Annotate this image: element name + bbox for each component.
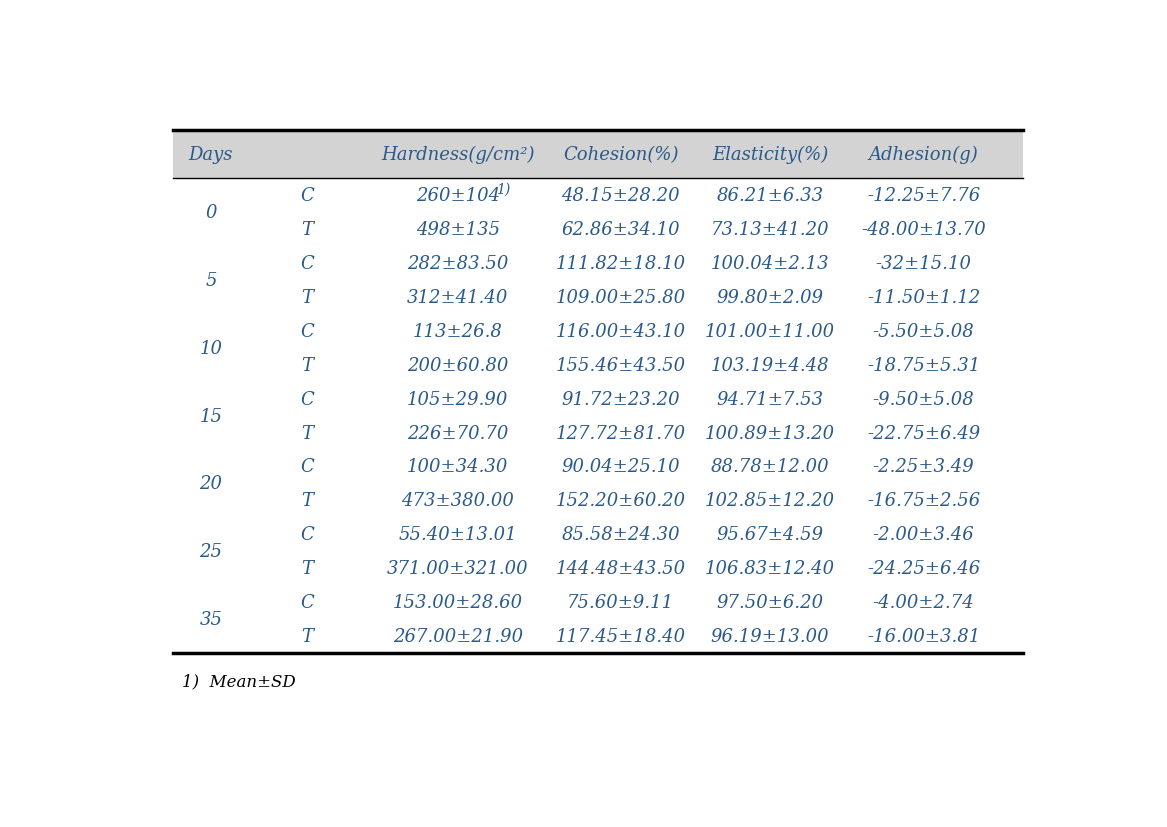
Text: 90.04±25.10: 90.04±25.10 [561,458,680,476]
Text: Cohesion(%): Cohesion(%) [562,146,678,164]
Text: -4.00±2.74: -4.00±2.74 [873,594,974,611]
Text: 97.50±6.20: 97.50±6.20 [717,594,824,611]
Text: 25: 25 [200,543,223,561]
Text: -12.25±7.76: -12.25±7.76 [867,187,980,205]
Text: C: C [300,255,314,273]
Text: 371.00±321.00: 371.00±321.00 [387,560,529,577]
Text: -9.50±5.08: -9.50±5.08 [873,390,974,408]
Text: T: T [301,424,313,442]
Text: -24.25±6.46: -24.25±6.46 [867,560,980,577]
Text: 88.78±12.00: 88.78±12.00 [711,458,830,476]
Text: 260±104: 260±104 [415,187,499,205]
Text: C: C [300,526,314,543]
Text: -16.00±3.81: -16.00±3.81 [867,628,980,645]
Text: C: C [300,390,314,408]
Text: 48.15±28.20: 48.15±28.20 [561,187,680,205]
Text: T: T [301,221,313,239]
Text: 144.48±43.50: 144.48±43.50 [555,560,686,577]
Text: 94.71±7.53: 94.71±7.53 [717,390,824,408]
Text: 95.67±4.59: 95.67±4.59 [717,526,824,543]
Text: T: T [301,492,313,509]
Text: -16.75±2.56: -16.75±2.56 [867,492,980,509]
Text: 127.72±81.70: 127.72±81.70 [555,424,686,442]
Text: 10: 10 [200,339,223,357]
Text: 473±380.00: 473±380.00 [401,492,515,509]
Text: -22.75±6.49: -22.75±6.49 [867,424,980,442]
Text: 498±135: 498±135 [415,221,499,239]
Text: T: T [301,289,313,307]
Text: C: C [300,187,314,205]
Text: 20: 20 [200,475,223,493]
Text: 99.80±2.09: 99.80±2.09 [717,289,824,307]
Text: T: T [301,356,313,374]
Text: 55.40±13.01: 55.40±13.01 [399,526,517,543]
Text: -32±15.10: -32±15.10 [875,255,972,273]
Text: Hardness(g/cm²): Hardness(g/cm²) [382,146,534,164]
Text: 102.85±12.20: 102.85±12.20 [705,492,836,509]
Text: 111.82±18.10: 111.82±18.10 [555,255,686,273]
Text: 153.00±28.60: 153.00±28.60 [393,594,523,611]
Text: Days: Days [189,146,233,164]
Text: 91.72±23.20: 91.72±23.20 [561,390,680,408]
Text: 200±60.80: 200±60.80 [407,356,509,374]
Text: -48.00±13.70: -48.00±13.70 [861,221,986,239]
Text: 75.60±9.11: 75.60±9.11 [567,594,675,611]
Text: 116.00±43.10: 116.00±43.10 [555,323,686,341]
Text: 100.04±2.13: 100.04±2.13 [711,255,830,273]
Text: 86.21±6.33: 86.21±6.33 [717,187,824,205]
Text: 35: 35 [200,610,223,629]
Text: 85.58±24.30: 85.58±24.30 [561,526,680,543]
Text: 101.00±11.00: 101.00±11.00 [705,323,836,341]
Text: C: C [300,323,314,341]
Text: -11.50±1.12: -11.50±1.12 [867,289,980,307]
Text: T: T [301,628,313,645]
Text: 117.45±18.40: 117.45±18.40 [555,628,686,645]
Text: 226±70.70: 226±70.70 [407,424,509,442]
Bar [173,131,1023,179]
Text: 5: 5 [205,271,217,289]
Text: C: C [300,594,314,611]
Text: -2.25±3.49: -2.25±3.49 [873,458,974,476]
Text: 155.46±43.50: 155.46±43.50 [555,356,686,374]
Text: 103.19±4.48: 103.19±4.48 [711,356,830,374]
Text: -5.50±5.08: -5.50±5.08 [873,323,974,341]
Text: 1): 1) [496,183,510,196]
Text: 312±41.40: 312±41.40 [407,289,509,307]
Text: 1)  Mean±SD: 1) Mean±SD [182,672,295,690]
Text: 62.86±34.10: 62.86±34.10 [561,221,680,239]
Text: 100±34.30: 100±34.30 [407,458,509,476]
Text: 96.19±13.00: 96.19±13.00 [711,628,830,645]
Text: 0: 0 [205,203,217,222]
Text: 267.00±21.90: 267.00±21.90 [393,628,523,645]
Text: -18.75±5.31: -18.75±5.31 [867,356,980,374]
Text: C: C [300,458,314,476]
Text: 109.00±25.80: 109.00±25.80 [555,289,686,307]
Text: 113±26.8: 113±26.8 [413,323,503,341]
Text: 106.83±12.40: 106.83±12.40 [705,560,836,577]
Text: 73.13±41.20: 73.13±41.20 [711,221,830,239]
Text: 15: 15 [200,407,223,425]
Text: Elasticity(%): Elasticity(%) [712,146,829,164]
Text: 105±29.90: 105±29.90 [407,390,509,408]
Text: 152.20±60.20: 152.20±60.20 [555,492,686,509]
Text: Adhesion(g): Adhesion(g) [868,146,979,164]
Text: 100.89±13.20: 100.89±13.20 [705,424,836,442]
Text: -2.00±3.46: -2.00±3.46 [873,526,974,543]
Text: 282±83.50: 282±83.50 [407,255,509,273]
Text: T: T [301,560,313,577]
